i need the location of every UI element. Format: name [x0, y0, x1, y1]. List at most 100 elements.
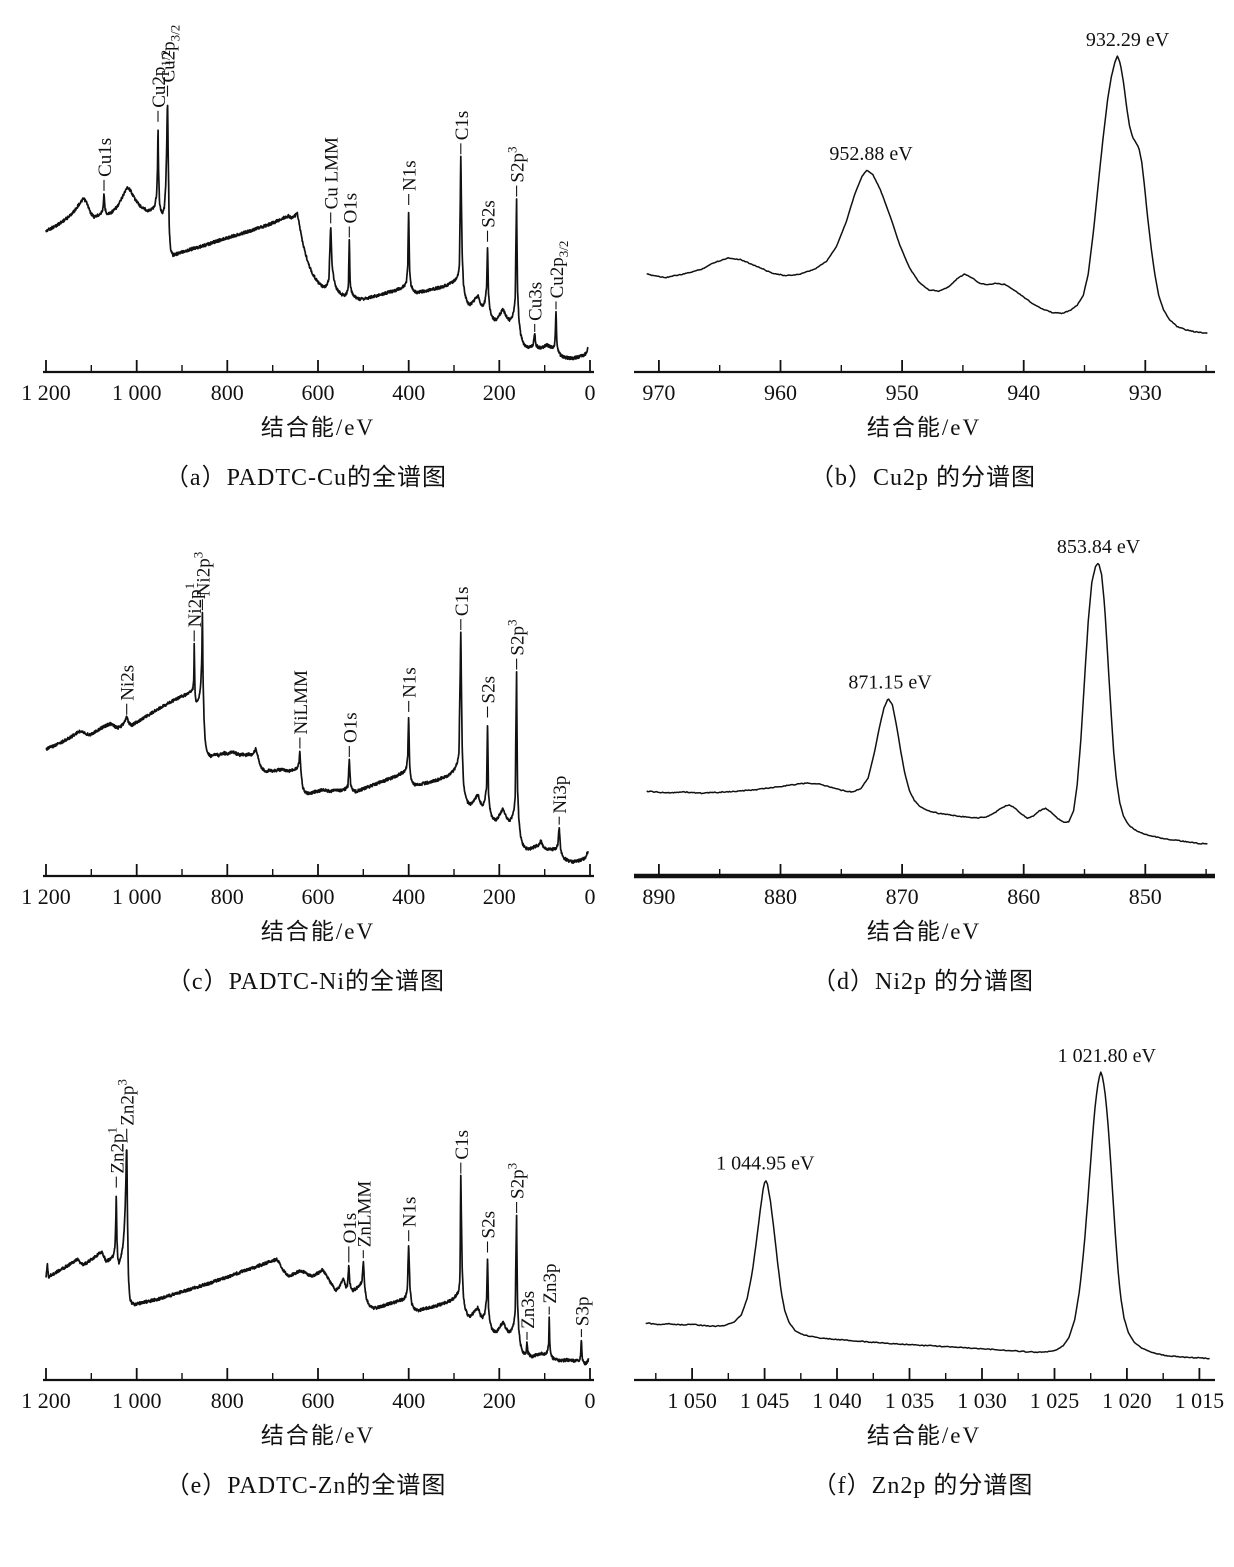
x-axis-tick-label: 1 040 [812, 1388, 862, 1413]
peak-label: N1s [400, 667, 421, 698]
panel-d: 890 880 870 860 850 结合能/eV 871.15 eV 853.84 eV … [612, 506, 1234, 996]
peak-label: S3p [572, 1297, 593, 1327]
peak-label: Ni2s [118, 665, 139, 701]
x-axis-tick-label: 800 [211, 884, 244, 909]
peak-annotation: 1 044.95 eV [716, 1153, 815, 1175]
panel-c: 1 200 1 000 800 600 400 200 0 结合能/eV Ni2s Ni2p1 Ni… [0, 506, 612, 996]
peak-label: ZnLMM [354, 1181, 375, 1248]
x-axis-tick-label: 950 [886, 380, 919, 405]
x-axis-tick-label: 1 035 [885, 1388, 935, 1413]
peak-label: Zn3s [518, 1291, 539, 1329]
panel-e-caption: （e）PADTC-Zn的全谱图 [165, 1473, 447, 1499]
peak-annotation: 952.88 eV [829, 143, 913, 165]
peak-annotation: 871.15 eV [848, 671, 932, 693]
peak-label: Zn3p [540, 1263, 561, 1303]
x-axis-tick-label: 200 [483, 380, 516, 405]
x-axis-tick-label: 870 [886, 884, 919, 909]
spectrum-curve [646, 55, 1208, 335]
panel-f-plot: 1 050 1 045 1 040 1 035 1 030 1 025 1 020 1 015… [634, 1045, 1224, 1448]
x-axis-tick-label: 1 200 [21, 884, 71, 909]
peak-label: C1s [452, 587, 473, 617]
x-axis-tick-label: 860 [1007, 884, 1040, 909]
peak-label: C1s [452, 1130, 473, 1160]
panel-a-caption: （a）PADTC-Cu的全谱图 [164, 465, 448, 491]
peak-label: NiLMM [291, 670, 312, 735]
panel-d-caption: （d）Ni2p 的分谱图 [812, 969, 1034, 995]
x-axis-title: 结合能/eV [867, 1423, 981, 1448]
peak-annotation: 1 021.80 eV [1058, 1045, 1157, 1067]
peak-label: Ni3p [550, 776, 571, 814]
x-axis-tick-label: 1 000 [112, 380, 162, 405]
x-axis-tick-label: 1 200 [21, 380, 71, 405]
x-axis-tick-label: 600 [302, 380, 335, 405]
x-axis-tick-label: 1 200 [21, 1388, 71, 1413]
x-axis-title: 结合能/eV [261, 415, 375, 440]
panel-c-plot: 1 200 1 000 800 600 400 200 0结合能/eVNi2sNi2p1Ni… [21, 552, 595, 944]
x-axis-tick-label: 1 000 [112, 1388, 162, 1413]
x-axis-tick-label: 1 030 [957, 1388, 1007, 1413]
x-axis-title: 结合能/eV [261, 919, 375, 944]
x-axis-tick-label: 0 [585, 380, 596, 405]
xps-figure-grid: 1 200 1 000 800 600 400 200 0 结合能/eV Cu1s Cu2p1/2… [0, 2, 1234, 1500]
peak-label: Zn2p3 [115, 1079, 139, 1126]
x-axis-tick-label: 200 [483, 884, 516, 909]
peak-label: Cu1s [95, 138, 116, 177]
x-axis-title: 结合能/eV [261, 1423, 375, 1448]
x-axis-tick-label: 1 000 [112, 884, 162, 909]
spectrum-curve [645, 1071, 1210, 1360]
x-axis-tick-label: 400 [392, 380, 425, 405]
peak-annotation: 853.84 eV [1057, 536, 1141, 558]
panel-c-caption: （c）PADTC-Ni的全谱图 [166, 969, 446, 995]
x-axis-tick-label: 200 [483, 1388, 516, 1413]
peak-label: O1s [340, 1213, 361, 1244]
x-axis-tick-label: 400 [392, 884, 425, 909]
panel-b-plot: 970 960 950 940 930 结合能/eV 952.88 eV 932.29 eV [634, 29, 1215, 440]
peak-label: N1s [400, 160, 421, 191]
peak-label: Cu2p3/2 [547, 241, 571, 299]
panel-b: 970 960 950 940 930 结合能/eV 952.88 eV 932.29 eV … [612, 2, 1234, 492]
peak-label: S2p3 [505, 1163, 529, 1199]
spectrum-curve [646, 562, 1208, 845]
panel-d-plot: 890 880 870 860 850 结合能/eV 871.15 eV 853.84 eV [634, 536, 1215, 944]
peak-label: Ni2p1 [182, 583, 206, 628]
x-axis-tick-label: 0 [585, 1388, 596, 1413]
spectrum-curve [45, 1149, 590, 1366]
peak-label: S2s [479, 1211, 500, 1238]
peak-label: Cu3s [526, 282, 547, 321]
peak-label: S2p3 [505, 620, 529, 656]
x-axis-tick-label: 940 [1007, 380, 1040, 405]
x-axis-tick-label: 970 [642, 380, 675, 405]
panel-a: 1 200 1 000 800 600 400 200 0 结合能/eV Cu1s Cu2p1/2… [0, 2, 612, 492]
peak-label: Cu LMM [322, 137, 343, 209]
x-axis-tick-label: 850 [1129, 884, 1162, 909]
panel-e: 1 200 1 000 800 600 400 200 0 结合能/eV Zn2p1 Zn2p3 O… [0, 1010, 612, 1500]
peak-annotation: 932.29 eV [1086, 29, 1170, 51]
x-axis-tick-label: 1 025 [1030, 1388, 1080, 1413]
peak-label: S2p3 [505, 147, 529, 183]
panel-f-caption: （f）Zn2p 的分谱图 [812, 1473, 1034, 1499]
x-axis-tick-label: 930 [1129, 380, 1162, 405]
x-axis-tick-label: 880 [764, 884, 797, 909]
peak-label: S2s [479, 200, 500, 227]
peak-label: N1s [400, 1197, 421, 1228]
x-axis-tick-label: 960 [764, 380, 797, 405]
x-axis-tick-label: 400 [392, 1388, 425, 1413]
x-axis-tick-label: 1 045 [740, 1388, 790, 1413]
peak-label: O1s [340, 712, 361, 743]
x-axis-title: 结合能/eV [867, 415, 981, 440]
peak-label: Cu2p1/2 [149, 50, 173, 108]
x-axis-tick-label: 1 020 [1102, 1388, 1152, 1413]
peak-label: O1s [340, 193, 361, 224]
peak-label: Ni2p3 [190, 552, 214, 597]
x-axis-tick-label: 800 [211, 380, 244, 405]
x-axis-title: 结合能/eV [867, 919, 981, 944]
panel-a-plot: 1 200 1 000 800 600 400 200 0 结合能/eV Cu1s Cu2p1/2… [21, 25, 596, 440]
x-axis-tick-label: 800 [211, 1388, 244, 1413]
x-axis-tick-label: 600 [302, 884, 335, 909]
panel-f: 1 050 1 045 1 040 1 035 1 030 1 025 1 020 1 015… [612, 1010, 1234, 1500]
peak-label: Zn2p1 [104, 1127, 128, 1174]
peak-label: Cu2p3/2 [159, 25, 183, 83]
x-axis-tick-label: 600 [302, 1388, 335, 1413]
peak-label: C1s [452, 111, 473, 141]
